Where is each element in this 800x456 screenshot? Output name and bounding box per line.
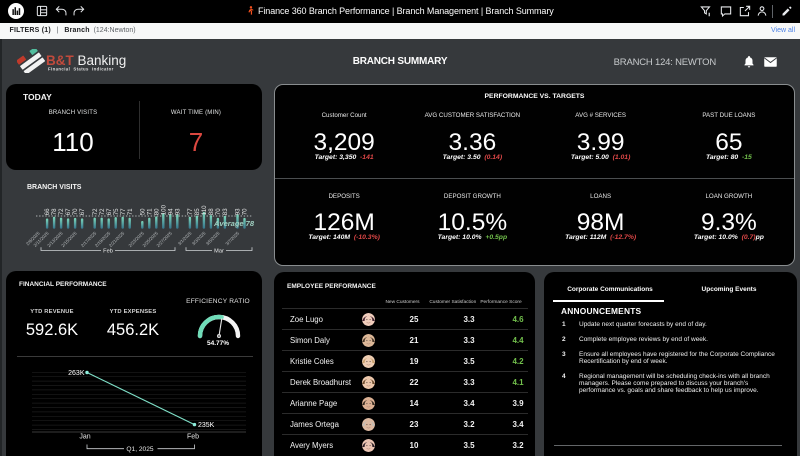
svg-text:Customer Satisfaction: Customer Satisfaction <box>429 299 476 305</box>
svg-text:New Customers: New Customers <box>385 299 420 305</box>
svg-text:72: 72 <box>92 208 99 215</box>
svg-text:77: 77 <box>187 208 194 215</box>
svg-text:Feb: Feb <box>187 434 199 441</box>
svg-text:66: 66 <box>44 208 51 215</box>
svg-text:94: 94 <box>167 208 174 215</box>
svg-text:80: 80 <box>153 208 160 215</box>
svg-text:93: 93 <box>235 208 242 215</box>
svg-text:50: 50 <box>139 208 146 215</box>
svg-text:2/27/2025: 2/27/2025 <box>156 230 174 248</box>
svg-text:Feb: Feb <box>103 249 113 255</box>
svg-text:77: 77 <box>120 208 127 215</box>
svg-text:2/15/2025: 2/15/2025 <box>60 230 78 248</box>
svg-text:Performance Score: Performance Score <box>480 299 522 305</box>
svg-text:3/3/2025: 3/3/2025 <box>191 230 207 246</box>
svg-text:Jan: Jan <box>79 434 90 441</box>
svg-text:78: 78 <box>51 208 58 215</box>
svg-text:263K: 263K <box>68 370 85 377</box>
svg-text:93: 93 <box>174 208 181 215</box>
svg-text:2/21/2025: 2/21/2025 <box>108 230 126 248</box>
svg-text:Average 78: Average 78 <box>213 219 255 228</box>
svg-text:88: 88 <box>208 208 215 215</box>
svg-text:Q1, 2025: Q1, 2025 <box>126 446 153 453</box>
svg-text:72: 72 <box>58 208 65 215</box>
svg-text:67: 67 <box>106 208 113 215</box>
svg-text:3/7/2025: 3/7/2025 <box>224 230 240 246</box>
svg-text:75: 75 <box>113 208 120 215</box>
svg-text:83: 83 <box>222 208 229 215</box>
svg-text:3/5/2025: 3/5/2025 <box>205 230 221 246</box>
svg-text:71: 71 <box>146 208 153 215</box>
svg-text:100: 100 <box>160 204 167 215</box>
svg-text:70: 70 <box>72 208 79 215</box>
svg-text:70: 70 <box>242 208 249 215</box>
svg-text:Mar: Mar <box>214 249 224 255</box>
svg-text:72: 72 <box>99 208 106 215</box>
svg-text:3/1/2025: 3/1/2025 <box>177 230 193 246</box>
svg-text:67: 67 <box>65 208 72 215</box>
svg-text:71: 71 <box>127 208 134 215</box>
svg-text:110: 110 <box>201 205 208 215</box>
svg-text:67: 67 <box>79 208 86 215</box>
svg-text:85: 85 <box>194 208 201 215</box>
svg-text:235K: 235K <box>198 422 215 429</box>
svg-text:70: 70 <box>215 208 222 215</box>
